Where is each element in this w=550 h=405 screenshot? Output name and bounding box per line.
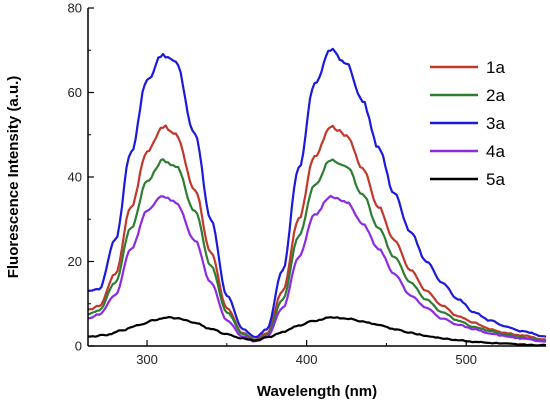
legend-label-1a: 1a xyxy=(486,58,505,77)
series-line-3a xyxy=(87,47,547,339)
series-line-5a xyxy=(87,316,547,347)
y-tick-label: 80 xyxy=(68,1,82,16)
axes-layer xyxy=(87,8,546,347)
legend-label-5a: 5a xyxy=(486,170,505,189)
y-tick-label: 40 xyxy=(68,170,82,185)
legend-label-2a: 2a xyxy=(486,86,505,105)
legend-label-3a: 3a xyxy=(486,114,505,133)
x-tick-label: 500 xyxy=(455,352,477,367)
legend-label-4a: 4a xyxy=(486,142,505,161)
x-tick-label: 300 xyxy=(136,352,158,367)
series-line-4a xyxy=(87,194,547,343)
series-line-2a xyxy=(87,158,547,342)
series-line-1a xyxy=(87,124,547,342)
legend: 1a 2a 3a 4a 5a xyxy=(430,58,505,189)
series-layer xyxy=(87,47,547,347)
y-tick-label: 0 xyxy=(75,339,82,354)
y-axis-title: Fluorescence Intensity (a.u.) xyxy=(5,76,22,279)
ticks-layer: 0 20 40 60 80 300 400 500 xyxy=(68,1,478,368)
y-tick-label: 20 xyxy=(68,254,82,269)
y-tick-label: 60 xyxy=(68,85,82,100)
x-axis-title: Wavelength (nm) xyxy=(257,383,377,400)
x-tick-label: 400 xyxy=(296,352,318,367)
